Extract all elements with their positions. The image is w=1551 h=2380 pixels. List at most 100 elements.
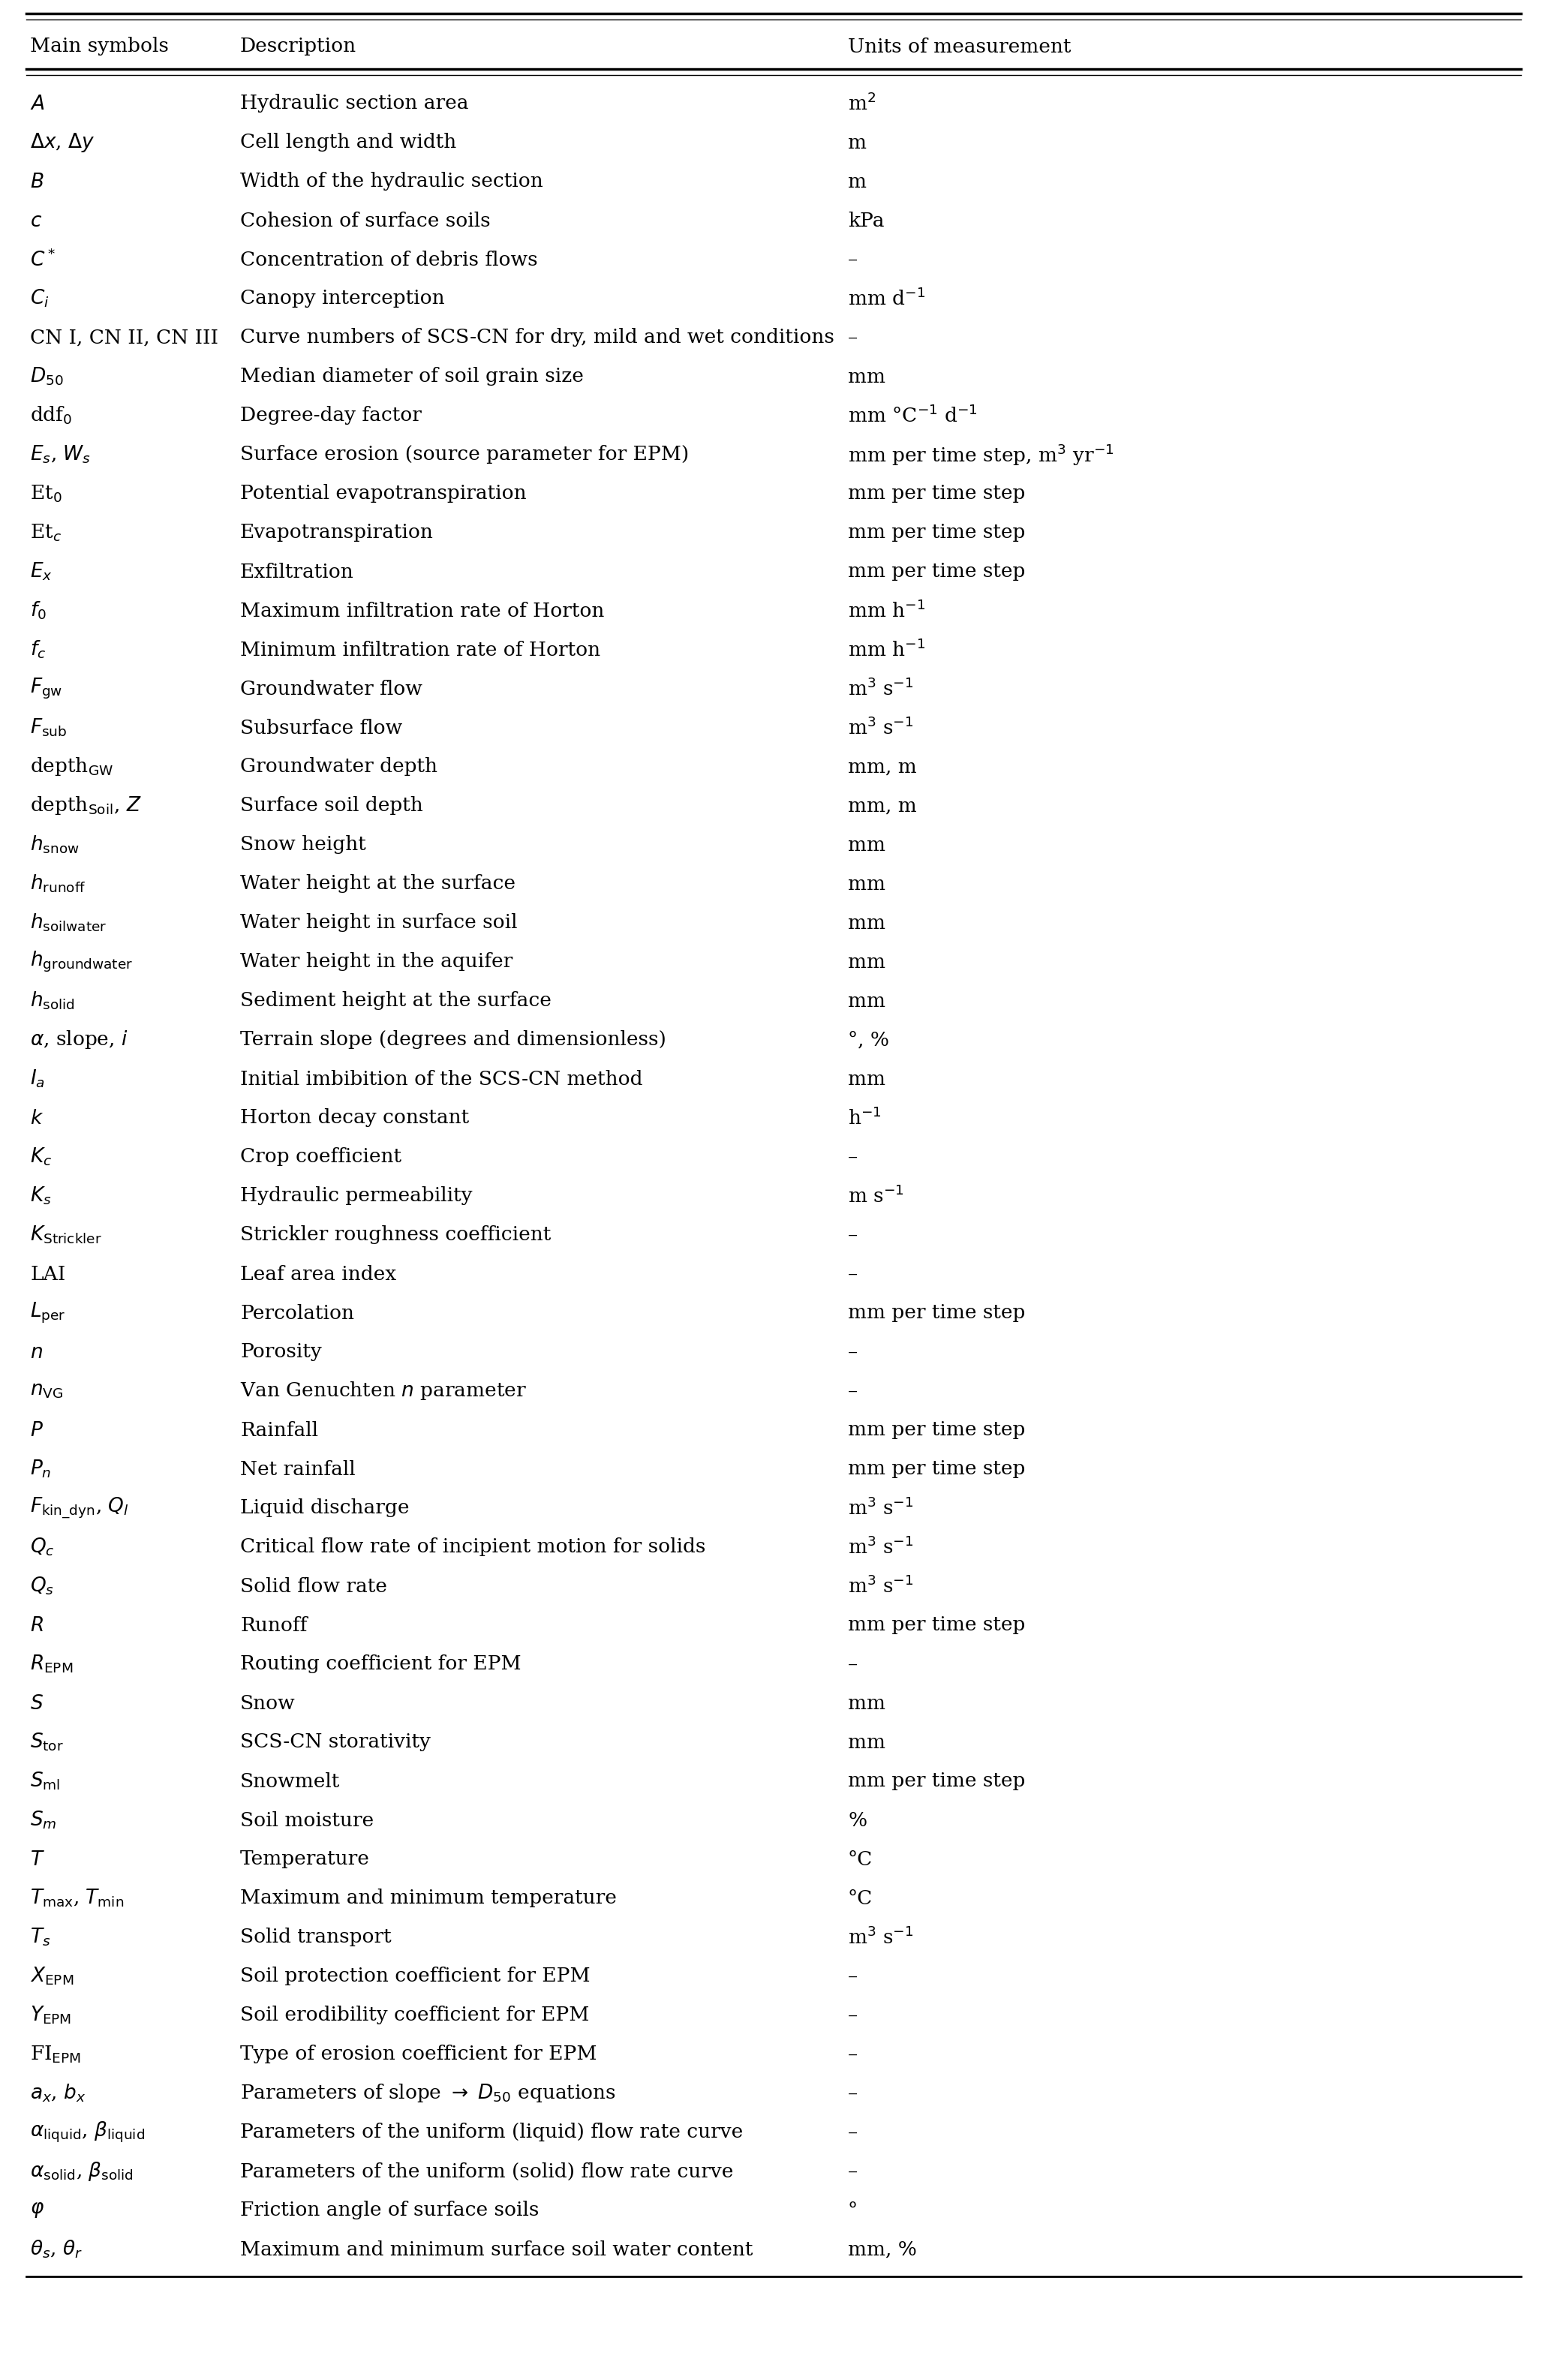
Text: Snowmelt: Snowmelt bbox=[240, 1771, 340, 1790]
Text: Rainfall: Rainfall bbox=[240, 1421, 318, 1440]
Text: $K_{\rm Strickler}$: $K_{\rm Strickler}$ bbox=[29, 1223, 102, 1245]
Text: $h_{\rm soilwater}$: $h_{\rm soilwater}$ bbox=[29, 912, 107, 933]
Text: $A$: $A$ bbox=[29, 95, 45, 112]
Text: $h_{\rm groundwater}$: $h_{\rm groundwater}$ bbox=[29, 950, 133, 973]
Text: Surface soil depth: Surface soil depth bbox=[240, 797, 423, 816]
Text: Parameters of the uniform (liquid) flow rate curve: Parameters of the uniform (liquid) flow … bbox=[240, 2123, 743, 2142]
Text: mm: mm bbox=[848, 914, 886, 933]
Text: Crop coefficient: Crop coefficient bbox=[240, 1147, 402, 1166]
Text: Soil moisture: Soil moisture bbox=[240, 1811, 374, 1830]
Text: Et$_0$: Et$_0$ bbox=[29, 483, 62, 505]
Text: $E_s$, $W_s$: $E_s$, $W_s$ bbox=[29, 445, 92, 466]
Text: $R_{\rm EPM}$: $R_{\rm EPM}$ bbox=[29, 1654, 73, 1676]
Text: Solid transport: Solid transport bbox=[240, 1928, 391, 1947]
Text: Water height at the surface: Water height at the surface bbox=[240, 873, 515, 892]
Text: mm per time step: mm per time step bbox=[848, 1421, 1025, 1440]
Text: m$^3$ s$^{-1}$: m$^3$ s$^{-1}$ bbox=[848, 716, 914, 738]
Text: kPa: kPa bbox=[848, 212, 884, 231]
Text: Maximum and minimum temperature: Maximum and minimum temperature bbox=[240, 1890, 617, 1909]
Text: Leaf area index: Leaf area index bbox=[240, 1264, 397, 1283]
Text: $F_{\rm sub}$: $F_{\rm sub}$ bbox=[29, 716, 67, 738]
Text: Temperature: Temperature bbox=[240, 1849, 369, 1868]
Text: Parameters of slope $\rightarrow$ $D_{50}$ equations: Parameters of slope $\rightarrow$ $D_{50… bbox=[240, 2082, 616, 2104]
Text: mm per time step: mm per time step bbox=[848, 1459, 1025, 1478]
Text: Water height in the aquifer: Water height in the aquifer bbox=[240, 952, 513, 971]
Text: depth$_{\rm GW}$: depth$_{\rm GW}$ bbox=[29, 757, 113, 778]
Text: SCS-CN storativity: SCS-CN storativity bbox=[240, 1733, 431, 1752]
Text: $h_{\rm snow}$: $h_{\rm snow}$ bbox=[29, 833, 79, 854]
Text: $S_{\rm tor}$: $S_{\rm tor}$ bbox=[29, 1733, 64, 1754]
Text: $\alpha$, slope, $i$: $\alpha$, slope, $i$ bbox=[29, 1028, 127, 1052]
Text: $h_{\rm solid}$: $h_{\rm solid}$ bbox=[29, 990, 74, 1011]
Text: Solid flow rate: Solid flow rate bbox=[240, 1578, 388, 1595]
Text: Canopy interception: Canopy interception bbox=[240, 290, 445, 307]
Text: $\varphi$: $\varphi$ bbox=[29, 2202, 45, 2221]
Text: $C_i$: $C_i$ bbox=[29, 288, 50, 309]
Text: Cell length and width: Cell length and width bbox=[240, 133, 456, 152]
Text: °C: °C bbox=[848, 1890, 873, 1909]
Text: °: ° bbox=[848, 2202, 858, 2221]
Text: $L_{\rm per}$: $L_{\rm per}$ bbox=[29, 1302, 65, 1326]
Text: Et$_c$: Et$_c$ bbox=[29, 521, 62, 543]
Text: $E_x$: $E_x$ bbox=[29, 562, 53, 583]
Text: $T$: $T$ bbox=[29, 1849, 45, 1868]
Text: –: – bbox=[848, 1654, 858, 1673]
Text: $X_{\rm EPM}$: $X_{\rm EPM}$ bbox=[29, 1966, 74, 1987]
Text: $T_{\rm max}$, $T_{\rm min}$: $T_{\rm max}$, $T_{\rm min}$ bbox=[29, 1887, 124, 1909]
Text: Hydraulic section area: Hydraulic section area bbox=[240, 95, 468, 112]
Text: –: – bbox=[848, 2161, 858, 2180]
Text: Porosity: Porosity bbox=[240, 1342, 321, 1361]
Text: mm, m: mm, m bbox=[848, 757, 917, 776]
Text: CN I, CN II, CN III: CN I, CN II, CN III bbox=[29, 328, 219, 347]
Text: mm: mm bbox=[848, 873, 886, 892]
Text: $P_n$: $P_n$ bbox=[29, 1459, 51, 1480]
Text: Net rainfall: Net rainfall bbox=[240, 1459, 355, 1478]
Text: Subsurface flow: Subsurface flow bbox=[240, 719, 402, 738]
Text: $I_a$: $I_a$ bbox=[29, 1069, 45, 1090]
Text: Maximum and minimum surface soil water content: Maximum and minimum surface soil water c… bbox=[240, 2240, 752, 2259]
Text: m: m bbox=[848, 133, 867, 152]
Text: –: – bbox=[848, 2044, 858, 2063]
Text: mm: mm bbox=[848, 992, 886, 1009]
Text: $F_{\rm kin\_dyn}$, $Q_l$: $F_{\rm kin\_dyn}$, $Q_l$ bbox=[29, 1495, 129, 1521]
Text: Runoff: Runoff bbox=[240, 1616, 307, 1635]
Text: mm per time step: mm per time step bbox=[848, 524, 1025, 543]
Text: m$^3$ s$^{-1}$: m$^3$ s$^{-1}$ bbox=[848, 1928, 914, 1947]
Text: Cohesion of surface soils: Cohesion of surface soils bbox=[240, 212, 490, 231]
Text: Hydraulic permeability: Hydraulic permeability bbox=[240, 1188, 473, 1204]
Text: $S$: $S$ bbox=[29, 1695, 43, 1714]
Text: Critical flow rate of incipient motion for solids: Critical flow rate of incipient motion f… bbox=[240, 1537, 706, 1557]
Text: $f_c$: $f_c$ bbox=[29, 640, 47, 662]
Text: mm per time step: mm per time step bbox=[848, 483, 1025, 502]
Text: depth$_{\rm Soil}$, $Z$: depth$_{\rm Soil}$, $Z$ bbox=[29, 795, 141, 816]
Text: $k$: $k$ bbox=[29, 1109, 43, 1128]
Text: $F_{\rm gw}$: $F_{\rm gw}$ bbox=[29, 676, 62, 700]
Text: °C: °C bbox=[848, 1849, 873, 1868]
Text: %: % bbox=[848, 1811, 867, 1830]
Text: Curve numbers of SCS-CN for dry, mild and wet conditions: Curve numbers of SCS-CN for dry, mild an… bbox=[240, 328, 834, 347]
Text: $c$: $c$ bbox=[29, 212, 42, 231]
Text: mm: mm bbox=[848, 367, 886, 386]
Text: –: – bbox=[848, 2123, 858, 2142]
Text: –: – bbox=[848, 1966, 858, 1985]
Text: Sediment height at the surface: Sediment height at the surface bbox=[240, 992, 552, 1009]
Text: Description: Description bbox=[240, 38, 357, 55]
Text: $Q_c$: $Q_c$ bbox=[29, 1537, 54, 1559]
Text: $T_s$: $T_s$ bbox=[29, 1928, 51, 1947]
Text: Units of measurement: Units of measurement bbox=[848, 38, 1072, 55]
Text: LAI: LAI bbox=[29, 1264, 65, 1283]
Text: $a_x$, $b_x$: $a_x$, $b_x$ bbox=[29, 2082, 85, 2104]
Text: FI$_{\rm EPM}$: FI$_{\rm EPM}$ bbox=[29, 2044, 81, 2066]
Text: Exfiltration: Exfiltration bbox=[240, 562, 354, 581]
Text: $S_m$: $S_m$ bbox=[29, 1809, 57, 1830]
Text: –: – bbox=[848, 328, 858, 347]
Text: Terrain slope (degrees and dimensionless): Terrain slope (degrees and dimensionless… bbox=[240, 1031, 667, 1050]
Text: $\alpha_{\rm liquid}$, $\beta_{\rm liquid}$: $\alpha_{\rm liquid}$, $\beta_{\rm liqui… bbox=[29, 2121, 144, 2144]
Text: Routing coefficient for EPM: Routing coefficient for EPM bbox=[240, 1654, 521, 1673]
Text: Snow: Snow bbox=[240, 1695, 295, 1714]
Text: –: – bbox=[848, 2085, 858, 2104]
Text: $C^*$: $C^*$ bbox=[29, 250, 56, 271]
Text: $Q_s$: $Q_s$ bbox=[29, 1576, 54, 1597]
Text: m s$^{-1}$: m s$^{-1}$ bbox=[848, 1185, 904, 1207]
Text: Minimum infiltration rate of Horton: Minimum infiltration rate of Horton bbox=[240, 640, 600, 659]
